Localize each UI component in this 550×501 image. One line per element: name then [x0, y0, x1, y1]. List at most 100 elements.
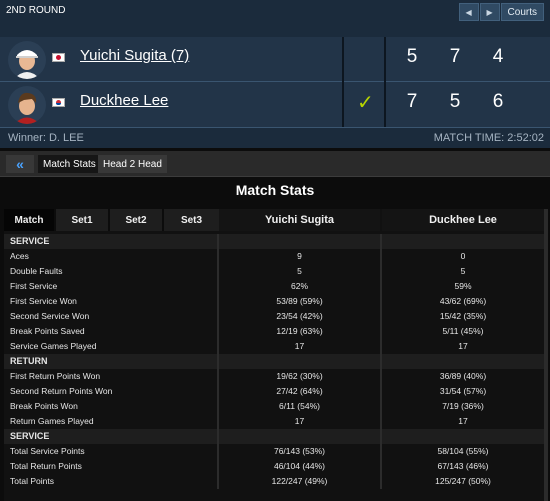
stat-row: Second Return Points Won 27/42 (64%) 31/54… [4, 384, 544, 399]
cell-bg [217, 354, 219, 369]
stat-row: Break Points Won 6/11 (54%) 7/19 (36%) [4, 399, 544, 414]
stat-value-player1: 122/247 (49%) [271, 476, 328, 486]
player-name-link[interactable]: Duckhee Lee [80, 92, 169, 109]
stat-row: First Service Won 53/89 (59%) 43/62 (69%) [4, 294, 544, 309]
back-button[interactable]: « [6, 155, 34, 173]
score-panel: 2ND ROUND ◀ ▶ Courts Yuichi Sugita (7) 5… [0, 0, 550, 148]
set-tab-set2[interactable]: Set2 [110, 209, 164, 231]
stat-value-player2: 67/143 (46%) [437, 461, 489, 471]
cell-divider [380, 309, 382, 324]
cell-divider [380, 369, 382, 384]
stat-value-player1: 12/19 (63%) [276, 326, 323, 336]
stat-value-player2: 125/247 (50%) [435, 476, 491, 486]
stat-value-player2: 43/62 (69%) [439, 296, 487, 306]
stat-value-player1: 17 [294, 416, 305, 426]
set-tab-match[interactable]: Match [4, 209, 56, 231]
next-court-button[interactable]: ▶ [479, 3, 500, 21]
stat-row: Double Faults 5 5 [4, 264, 544, 279]
players-band: Yuichi Sugita (7) 5 7 4 Duckhee Lee ✓ 7 … [0, 37, 550, 127]
stat-label: Double Faults [10, 266, 63, 276]
cell-divider [380, 294, 382, 309]
stat-value-player2: 58/104 (55%) [437, 446, 489, 456]
prev-court-button[interactable]: ◀ [458, 3, 479, 21]
column-header-player2: Duckhee Lee [382, 209, 544, 231]
divider [384, 37, 386, 127]
stat-label: Total Points [10, 476, 54, 486]
stat-value-player2: 0 [460, 251, 466, 261]
stat-value-player1: 6/11 (54%) [279, 401, 320, 411]
cell-divider [380, 384, 382, 399]
stat-label: Total Return Points [10, 461, 82, 471]
stat-value-player1: 23/54 (42%) [276, 311, 323, 321]
stat-value-player2: 17 [458, 341, 468, 351]
cell-divider [217, 279, 219, 294]
stat-row: Return Games Played 17 17 [4, 414, 544, 429]
tab-head-2-head[interactable]: Head 2 Head [98, 155, 167, 173]
round-label: 2ND ROUND [6, 5, 66, 16]
cell-divider [217, 474, 219, 489]
player-name-link[interactable]: Yuichi Sugita (7) [80, 47, 190, 64]
stat-value-player1: 5 [297, 266, 302, 276]
cell-divider [217, 414, 219, 429]
cell-divider [380, 459, 382, 474]
stat-label: Second Service Won [10, 311, 90, 321]
section-header: RETURN [4, 354, 544, 369]
cell-divider [217, 309, 219, 324]
stats-rows: SERVICE Aces 9 0 Double Faults 5 5 First Servic… [4, 234, 544, 489]
stat-value-player1: 46/104 (44%) [273, 461, 326, 471]
tab-bar: « Match Stats Head 2 Head [0, 151, 550, 177]
cell-divider [380, 474, 382, 489]
cell-divider [380, 264, 382, 279]
match-time: MATCH TIME: 2:52:02 [433, 132, 544, 144]
stat-value-player1: 17 [294, 341, 305, 351]
stat-label: First Service Won [10, 296, 77, 306]
stat-row: Break Points Saved 12/19 (63%) 5/11 (45%) [4, 324, 544, 339]
stat-value-player1: 9 [297, 251, 302, 261]
right-triangle-icon: ▶ [486, 7, 493, 17]
cell-divider [217, 444, 219, 459]
japan-flag-icon [52, 53, 65, 62]
stat-value-player2: 59% [454, 281, 472, 291]
stat-label: First Service [10, 281, 58, 291]
cell-divider [380, 444, 382, 459]
stat-row: Second Service Won 23/54 (42%) 15/42 (35%) [4, 309, 544, 324]
avatar [8, 41, 46, 79]
stat-value-player2: 15/42 (35%) [439, 311, 487, 321]
stat-value-player2: 17 [458, 416, 468, 426]
korea-flag-icon [52, 98, 65, 107]
stats-title: Match Stats [235, 182, 315, 198]
cell-bg [380, 429, 382, 444]
cell-divider [217, 459, 219, 474]
stat-row: Total Points 122/247 (49%) 125/247 (50%) [4, 474, 544, 489]
cell-bg [380, 354, 382, 369]
divider [342, 37, 344, 127]
scrollbar[interactable] [544, 209, 548, 501]
cell-divider [217, 249, 219, 264]
winner-check-icon: ✓ [357, 92, 374, 114]
stat-label: First Return Points Won [10, 371, 101, 381]
stat-value-player2: 5/11 (45%) [442, 326, 484, 336]
avatar [8, 86, 46, 124]
section-header: SERVICE [4, 429, 544, 444]
set-score: 7 [449, 46, 461, 67]
stat-label: Service Games Played [10, 341, 97, 351]
cell-divider [217, 384, 219, 399]
tab-match-stats[interactable]: Match Stats [38, 155, 101, 173]
stat-value-player2: 5 [460, 266, 466, 276]
cell-divider [217, 294, 219, 309]
set-tab-set1[interactable]: Set1 [56, 209, 110, 231]
double-chevron-left-icon: « [16, 156, 24, 172]
courts-button[interactable]: Courts [500, 3, 544, 21]
stat-value-player1: 76/143 (53%) [273, 446, 326, 456]
set-tab-set3[interactable]: Set3 [164, 209, 219, 231]
cell-bg [217, 234, 219, 249]
cell-bg [217, 429, 219, 444]
cell-divider [217, 324, 219, 339]
player-row: Duckhee Lee ✓ 7 5 6 [0, 82, 550, 127]
stat-label: Return Games Played [10, 416, 94, 426]
left-triangle-icon: ◀ [465, 7, 472, 17]
stat-label: Second Return Points Won [10, 386, 113, 396]
cell-divider [380, 399, 382, 414]
player-row: Yuichi Sugita (7) 5 7 4 [0, 37, 550, 82]
section-label: SERVICE [10, 431, 50, 441]
